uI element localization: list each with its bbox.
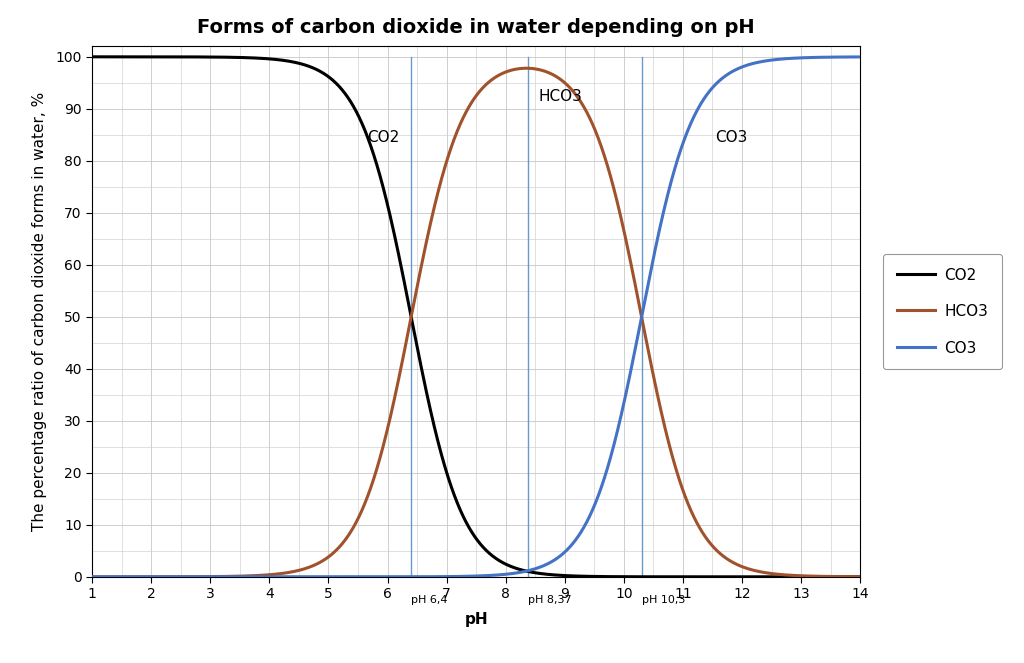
CO2 bbox=[86, 53, 98, 61]
HCO3 bbox=[219, 572, 231, 580]
Y-axis label: The percentage ratio of carbon dioxide forms in water, %: The percentage ratio of carbon dioxide f… bbox=[32, 92, 47, 531]
Text: pH 6,4: pH 6,4 bbox=[412, 595, 447, 605]
CO2 bbox=[414, 357, 426, 365]
HCO3 bbox=[854, 573, 866, 581]
CO2 bbox=[381, 198, 393, 206]
HCO3 bbox=[757, 568, 769, 576]
CO3 bbox=[854, 53, 866, 61]
CO3 bbox=[381, 573, 393, 581]
CO3 bbox=[219, 573, 231, 581]
CO3 bbox=[839, 53, 851, 61]
HCO3 bbox=[174, 573, 186, 581]
HCO3 bbox=[381, 428, 393, 436]
Text: pH 10,3: pH 10,3 bbox=[642, 595, 685, 605]
CO3 bbox=[756, 58, 768, 66]
Text: pH 8,37: pH 8,37 bbox=[527, 595, 571, 605]
Line: HCO3: HCO3 bbox=[92, 68, 860, 577]
CO2 bbox=[854, 573, 866, 581]
HCO3 bbox=[839, 573, 851, 581]
HCO3 bbox=[86, 573, 98, 581]
CO3 bbox=[414, 573, 426, 581]
X-axis label: pH: pH bbox=[464, 613, 488, 627]
Text: HCO3: HCO3 bbox=[539, 89, 582, 103]
CO2 bbox=[756, 573, 768, 581]
Legend: CO2, HCO3, CO3: CO2, HCO3, CO3 bbox=[883, 254, 1001, 369]
Title: Forms of carbon dioxide in water depending on pH: Forms of carbon dioxide in water dependi… bbox=[198, 17, 755, 36]
CO3 bbox=[86, 573, 98, 581]
CO2 bbox=[839, 573, 851, 581]
HCO3 bbox=[414, 269, 426, 276]
Line: CO2: CO2 bbox=[92, 57, 860, 577]
CO2 bbox=[219, 53, 231, 61]
CO3 bbox=[174, 573, 186, 581]
Text: CO2: CO2 bbox=[367, 130, 399, 145]
CO2 bbox=[174, 53, 186, 61]
Line: CO3: CO3 bbox=[92, 57, 860, 577]
Text: CO3: CO3 bbox=[716, 130, 748, 145]
HCO3 bbox=[520, 64, 532, 72]
